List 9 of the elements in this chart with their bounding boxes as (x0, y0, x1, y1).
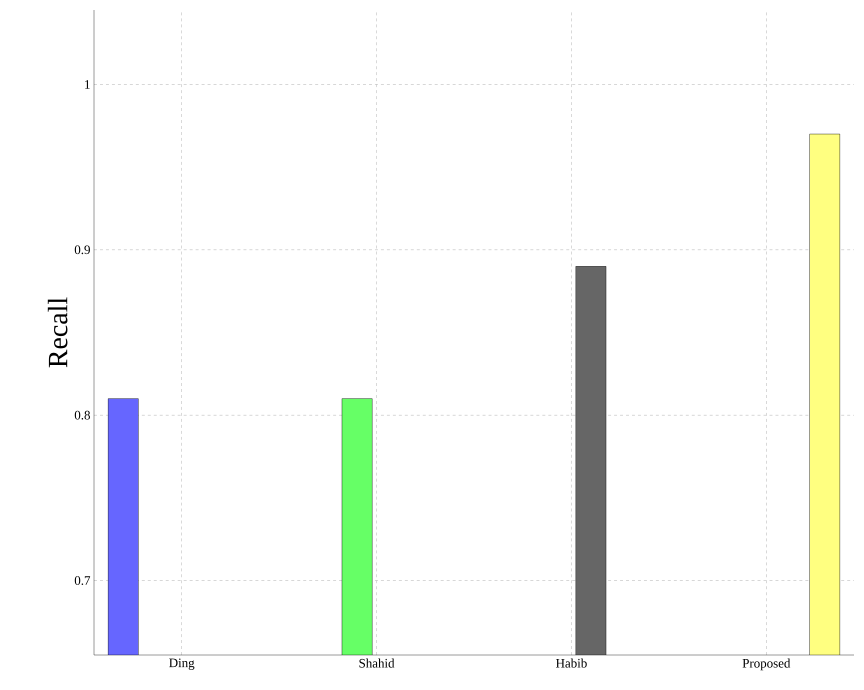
y-tick-label: 0.9 (74, 245, 90, 254)
y-axis-title: Recall (48, 297, 68, 368)
x-tick-label: Habib (556, 658, 587, 668)
x-tick-label: Shahid (359, 658, 394, 668)
y-tick-label: 0.8 (74, 410, 90, 420)
x-tick-label: Ding (169, 658, 194, 670)
y-tick-label: 1 (85, 80, 90, 89)
y-tick-label: 0.7 (74, 576, 90, 585)
x-tick-label: Proposed (742, 658, 790, 670)
